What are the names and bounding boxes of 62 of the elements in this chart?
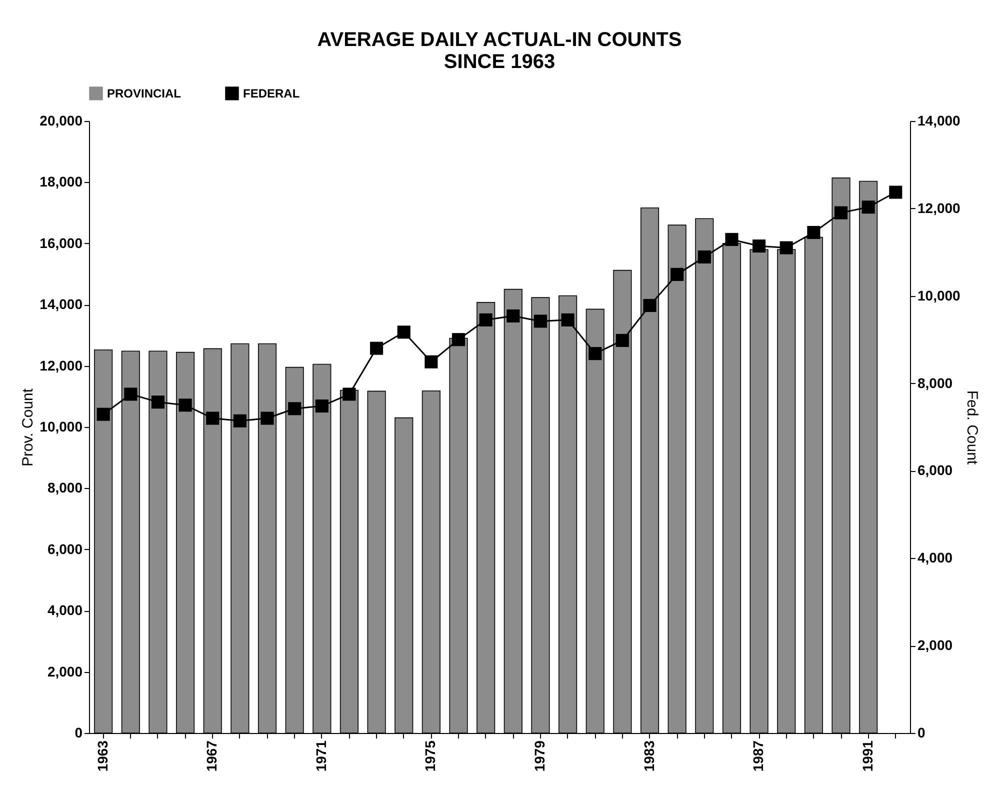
x-tick-label: 1991 (859, 740, 876, 772)
x-tick-label: 1971 (312, 740, 329, 772)
chart-title: AVERAGE DAILY ACTUAL-IN COUNTS SINCE 1963 (317, 29, 682, 73)
y-axis-title: Prov. Count (20, 388, 37, 467)
point (561, 313, 574, 326)
point (151, 396, 165, 409)
y-tick-label: 16,000 (40, 234, 83, 251)
y-tick-label: 10,000 (40, 418, 83, 434)
x-tick-label: 1979 (531, 740, 548, 772)
point (124, 388, 138, 401)
point (862, 200, 875, 214)
y2-tick-label: 6,000 (918, 462, 953, 478)
point (588, 347, 602, 360)
y-tick-label: 4,000 (47, 602, 83, 618)
y-tick-label: 6,000 (47, 540, 83, 557)
y2-axis-title: Fed. Count (963, 390, 980, 466)
x-tick-label: 1987 (750, 740, 766, 772)
point (616, 334, 629, 347)
point (670, 268, 684, 281)
y2-tick-label: 10,000 (918, 287, 961, 304)
point (479, 313, 492, 326)
point (206, 412, 220, 425)
x-tick-label: 1975 (422, 740, 438, 772)
y-tick-label: 18,000 (40, 174, 83, 190)
point (534, 314, 547, 328)
point (233, 414, 246, 428)
point (506, 309, 520, 322)
point (315, 400, 328, 413)
point (752, 240, 766, 253)
point (178, 398, 192, 412)
point (452, 333, 466, 346)
point (288, 402, 302, 416)
point (643, 298, 656, 312)
point (397, 326, 410, 339)
y-tick-label: 0 (74, 724, 83, 740)
point (260, 412, 274, 425)
y-tick-label: 20,000 (40, 112, 83, 128)
y2-tick-label: 8,000 (918, 374, 953, 391)
point (834, 206, 848, 220)
legend-label: FEDERAL (243, 86, 300, 100)
point (424, 355, 438, 368)
point (342, 388, 356, 401)
y-tick-label: 2,000 (47, 663, 83, 680)
y-tick-label: 14,000 (40, 296, 83, 312)
y2-tick-label: 2,000 (918, 637, 953, 654)
y2-tick-label: 4,000 (918, 550, 953, 566)
y2-tick-label: 12,000 (918, 200, 961, 216)
y-tick-label: 8,000 (47, 480, 83, 496)
x-tick-label: 1983 (640, 740, 657, 772)
point (780, 241, 793, 254)
y2-tick-label: 0 (918, 724, 926, 740)
y2-tick-label: 14,000 (918, 112, 961, 128)
point (725, 232, 738, 246)
point (698, 250, 711, 264)
point (96, 408, 110, 421)
y-tick-label: 12,000 (40, 357, 83, 374)
x-tick-label: 1963 (94, 740, 110, 772)
point (370, 342, 384, 355)
x-tick-label: 1967 (204, 740, 220, 772)
point (889, 186, 902, 199)
legend-label: PROVINCIAL (107, 86, 182, 100)
point (807, 226, 820, 239)
